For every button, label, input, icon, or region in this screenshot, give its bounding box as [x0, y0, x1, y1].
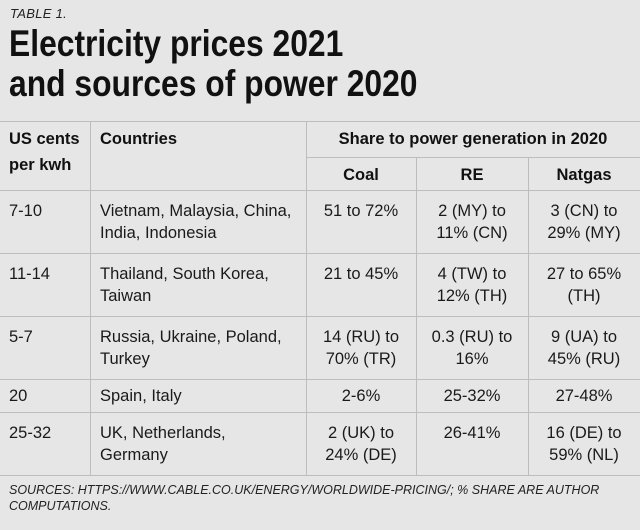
grid-line: [0, 379, 640, 380]
cell-re: 4 (TW) to 12% (TH): [436, 265, 508, 305]
header-share-group: Share to power generation in 2020: [338, 130, 608, 148]
header-coal: Coal: [343, 166, 379, 184]
cell-coal: 2-6%: [341, 387, 381, 405]
cell-natgas: 9 (UA) to 45% (RU): [547, 328, 621, 368]
cell-re: 0.3 (RU) to 16%: [431, 328, 513, 368]
cell-countries: Thailand, South Korea, Taiwan: [100, 265, 269, 305]
cell-countries: Spain, Italy: [100, 387, 182, 405]
grid-line: [90, 121, 91, 475]
cell-countries: UK, Netherlands, Germany: [100, 424, 226, 464]
cell-price: 11-14: [9, 265, 50, 283]
header-price: US cents per kwh: [9, 130, 80, 174]
cell-countries: Russia, Ukraine, Poland, Turkey: [100, 328, 282, 368]
cell-natgas: 16 (DE) to 59% (NL): [546, 424, 622, 464]
cell-coal: 2 (UK) to 24% (DE): [325, 424, 397, 464]
cell-re: 25-32%: [443, 387, 501, 405]
table-title: Electricity prices 2021 and sources of p…: [9, 24, 542, 104]
grid-line: [0, 475, 640, 476]
grid-line: [0, 190, 640, 191]
cell-coal: 21 to 45%: [323, 265, 399, 283]
cell-price: 7-10: [9, 202, 43, 220]
header-countries: Countries: [100, 130, 178, 148]
cell-natgas: 27-48%: [555, 387, 613, 405]
title-line-1: Electricity prices 2021: [9, 23, 344, 64]
grid-line: [0, 253, 640, 254]
header-re: RE: [460, 166, 484, 184]
grid-line: [0, 412, 640, 413]
title-line-2: and sources of power 2020: [9, 63, 418, 104]
cell-coal: 14 (RU) to 70% (TR): [322, 328, 400, 368]
cell-price: 20: [9, 387, 28, 405]
grid-line: [0, 316, 640, 317]
cell-coal: 51 to 72%: [323, 202, 399, 220]
table-label: TABLE 1.: [10, 6, 68, 21]
cell-price: 5-7: [9, 328, 33, 346]
cell-re: 2 (MY) to 11% (CN): [436, 202, 508, 242]
cell-countries: Vietnam, Malaysia, China, India, Indones…: [100, 202, 292, 242]
cell-price: 25-32: [9, 424, 52, 442]
grid-line: [0, 121, 640, 122]
cell-natgas: 27 to 65% (TH): [546, 265, 622, 305]
grid-line: [306, 157, 640, 158]
header-natgas: Natgas: [556, 166, 612, 184]
cell-re: 26-41%: [443, 424, 501, 442]
cell-natgas: 3 (CN) to 29% (MY): [547, 202, 621, 242]
sources-note: SOURCES: HTTPS://WWW.CABLE.CO.UK/ENERGY/…: [9, 483, 600, 513]
